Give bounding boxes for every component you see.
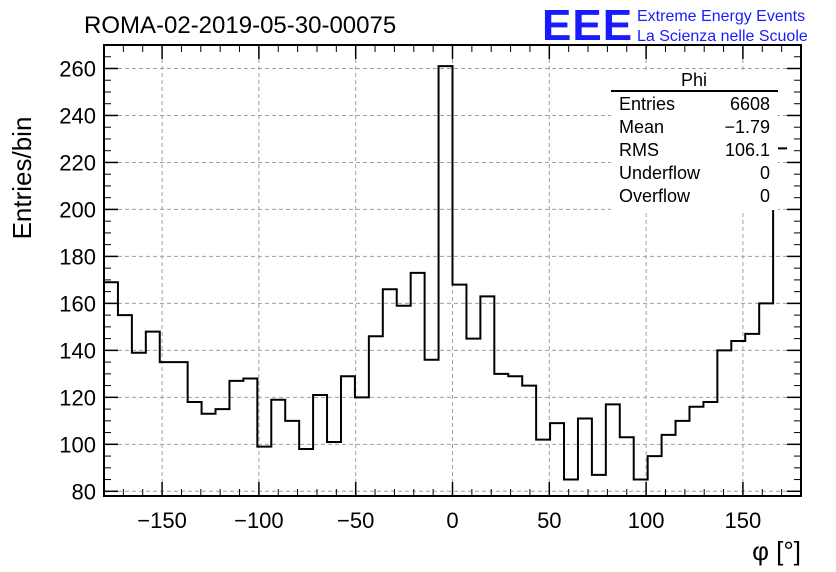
histogram-bar — [104, 282, 118, 496]
logo-line-1: Extreme Energy Events — [637, 8, 805, 25]
histogram-bar — [243, 379, 257, 496]
histogram-bar — [271, 400, 285, 496]
y-tick-label: 80 — [72, 479, 96, 504]
histogram-bar — [132, 353, 146, 496]
y-tick-label: 260 — [59, 56, 96, 81]
y-tick-label: 220 — [59, 150, 96, 175]
x-tick-label: 0 — [446, 508, 458, 533]
histogram-bar — [717, 350, 731, 496]
histogram-bar — [397, 306, 411, 496]
x-axis-title: φ [°] — [752, 536, 801, 566]
histogram-bar — [522, 386, 536, 496]
histogram-bar — [383, 289, 397, 496]
histogram-outline — [104, 65, 788, 481]
histogram-bar — [425, 360, 439, 496]
stats-label-overflow: Overflow — [619, 186, 691, 206]
y-tick-label: 240 — [59, 103, 96, 128]
stats-value-underflow: 0 — [760, 163, 770, 183]
histogram-bar — [494, 374, 508, 496]
stats-value-overflow: 0 — [760, 186, 770, 206]
stats-label-mean: Mean — [619, 117, 664, 137]
stats-label-entries: Entries — [619, 94, 675, 114]
stats-title: Phi — [681, 70, 707, 90]
histogram-bar — [341, 376, 355, 496]
y-tick-label: 140 — [59, 338, 96, 363]
y-tick-label: 180 — [59, 244, 96, 269]
stats-label-underflow: Underflow — [619, 163, 701, 183]
x-tick-label: −100 — [234, 508, 284, 533]
histogram-bar — [759, 303, 773, 496]
chart-title: ROMA-02-2019-05-30-00075 — [84, 12, 396, 39]
histogram-bar — [327, 442, 341, 496]
histogram-bar — [550, 423, 564, 496]
histogram-bar — [146, 332, 160, 496]
x-tick-label: 150 — [725, 508, 762, 533]
x-tick-label: 100 — [628, 508, 665, 533]
stats-box: Phi Entries 6608 Mean −1.79 RMS 106.1 Un… — [611, 70, 778, 210]
y-tick-label: 160 — [59, 291, 96, 316]
histogram-bar — [313, 395, 327, 496]
histogram-bar — [118, 315, 132, 496]
histogram-bar — [703, 402, 717, 496]
histogram-bar — [188, 402, 202, 496]
histogram-bar — [174, 362, 188, 496]
stats-value-rms: 106.1 — [725, 140, 770, 160]
histogram-bar — [466, 339, 480, 496]
logo-mark: EEE — [542, 1, 633, 50]
histogram-bar — [578, 418, 592, 496]
stats-value-mean: −1.79 — [724, 117, 770, 137]
histogram-bar — [620, 437, 634, 496]
logo-line-2: La Scienza nelle Scuole — [637, 28, 808, 45]
stats-value-entries: 6608 — [730, 94, 770, 114]
histogram-bar — [480, 296, 494, 496]
eee-logo: EEE Extreme Energy Events La Scienza nel… — [542, 1, 808, 50]
histogram-bar — [411, 273, 425, 496]
histogram-bar — [355, 397, 369, 496]
histogram-bar — [229, 381, 243, 496]
x-tick-label: −50 — [337, 508, 374, 533]
axis-ticks: −150 −100 −50 0 50 100 150 80 100 120 140 160 180 200… — [59, 44, 801, 533]
histogram-bars — [104, 65, 788, 496]
y-tick-label: 120 — [59, 385, 96, 410]
histogram-bar — [564, 480, 578, 496]
histogram-bar — [216, 409, 230, 496]
histogram-bar — [453, 285, 467, 496]
x-tick-label: 50 — [537, 508, 561, 533]
stats-label-rms: RMS — [619, 140, 659, 160]
histogram-bar — [285, 421, 299, 496]
x-tick-label: −150 — [137, 508, 187, 533]
histogram-bar — [606, 404, 620, 496]
histogram-bar — [745, 334, 759, 496]
y-axis-title: Entries/bin — [7, 117, 37, 240]
histogram-bar — [369, 336, 383, 496]
histogram-bar — [508, 376, 522, 496]
histogram-bar — [592, 475, 606, 496]
histogram-bar — [439, 66, 453, 496]
histogram-bar — [676, 421, 690, 496]
histogram-bar — [648, 456, 662, 496]
histogram-bar — [202, 414, 216, 496]
y-tick-label: 200 — [59, 197, 96, 222]
histogram-bar — [536, 440, 550, 496]
histogram-bar — [299, 449, 313, 496]
y-tick-label: 100 — [59, 432, 96, 457]
histogram-bar — [689, 407, 703, 496]
